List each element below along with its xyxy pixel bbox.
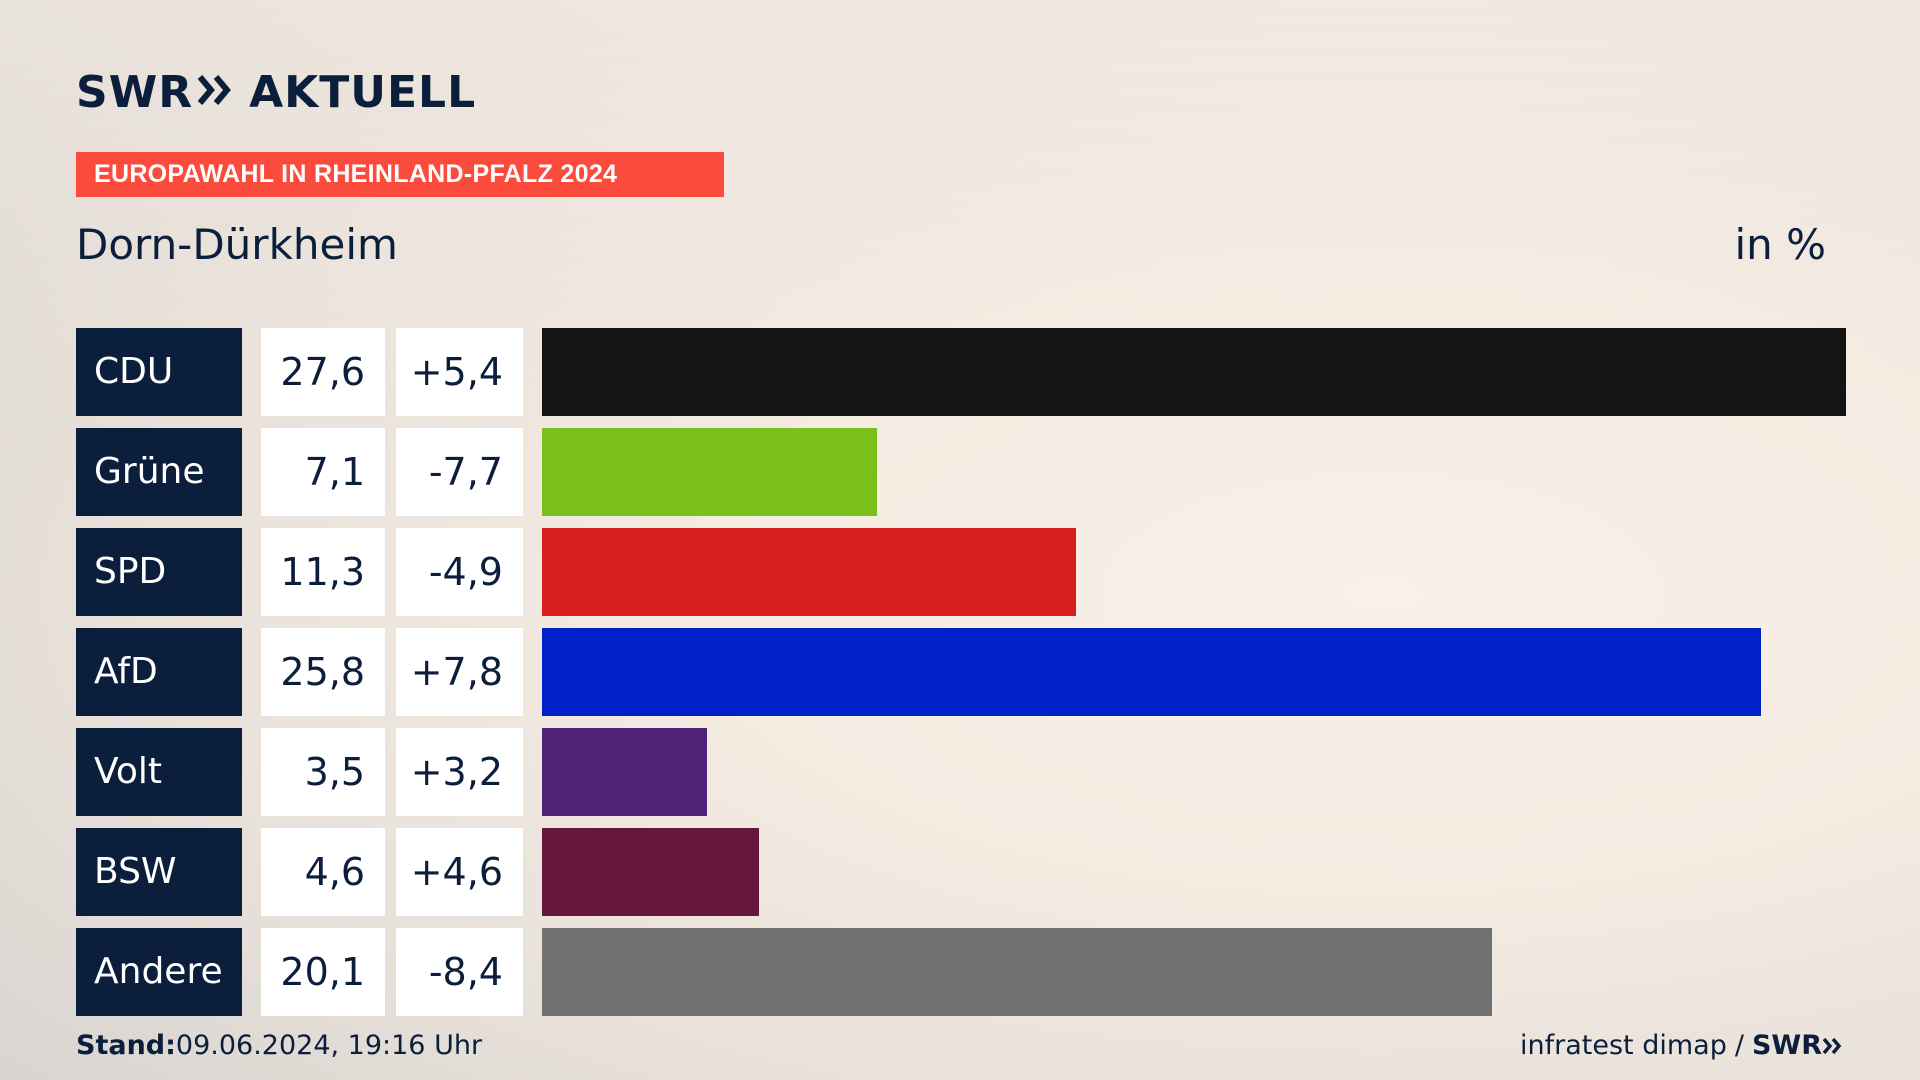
party-label: Grüne (76, 428, 242, 516)
logo-brand-text: SWR (76, 66, 194, 118)
vote-share-label: 11,3 (261, 528, 385, 616)
double-chevron-right-icon (197, 67, 233, 118)
vote-share-label: 20,1 (261, 928, 385, 1016)
vote-share-label: 3,5 (261, 728, 385, 816)
change-label: -8,4 (396, 928, 523, 1016)
change-label: +5,4 (396, 328, 523, 416)
change-label: -4,9 (396, 528, 523, 616)
timestamp: Stand:09.06.2024, 19:16 Uhr (76, 1030, 482, 1061)
vote-share-bar (542, 728, 707, 816)
vote-share-bar (542, 628, 1761, 716)
vote-share-bar (542, 428, 877, 516)
change-label: +7,8 (396, 628, 523, 716)
source-credit: infratest dimap / SWR (1520, 1030, 1844, 1061)
unit-label: in % (1734, 220, 1826, 269)
small-double-chevron-icon (1822, 1037, 1842, 1054)
party-label: AfD (76, 628, 242, 716)
vote-share-label: 27,6 (261, 328, 385, 416)
vote-share-label: 7,1 (261, 428, 385, 516)
logo-suffix-text: AKTUELL (249, 66, 477, 118)
source-brand: SWR (1752, 1030, 1844, 1061)
stand-label: Stand: (76, 1030, 176, 1061)
vote-share-bar (542, 928, 1492, 1016)
topic-banner: EUROPAWAHL IN RHEINLAND-PFALZ 2024 (76, 152, 724, 197)
vote-share-label: 25,8 (261, 628, 385, 716)
change-label: -7,7 (396, 428, 523, 516)
region-title: Dorn-Dürkheim (76, 220, 398, 269)
party-label: BSW (76, 828, 242, 916)
vote-share-bar (542, 828, 759, 916)
party-label: Andere (76, 928, 242, 1016)
vote-share-bar (542, 528, 1076, 616)
source-text: infratest dimap (1520, 1030, 1727, 1061)
stand-value: 09.06.2024, 19:16 Uhr (175, 1030, 483, 1061)
swr-aktuell-logo: SWR AKTUELL (76, 66, 476, 118)
vote-share-label: 4,6 (261, 828, 385, 916)
source-brand-text: SWR (1751, 1030, 1822, 1061)
change-label: +4,6 (396, 828, 523, 916)
party-label: SPD (76, 528, 242, 616)
change-label: +3,2 (396, 728, 523, 816)
source-separator: / (1734, 1030, 1744, 1061)
vote-share-bar (542, 328, 1846, 416)
party-label: CDU (76, 328, 242, 416)
party-label: Volt (76, 728, 242, 816)
